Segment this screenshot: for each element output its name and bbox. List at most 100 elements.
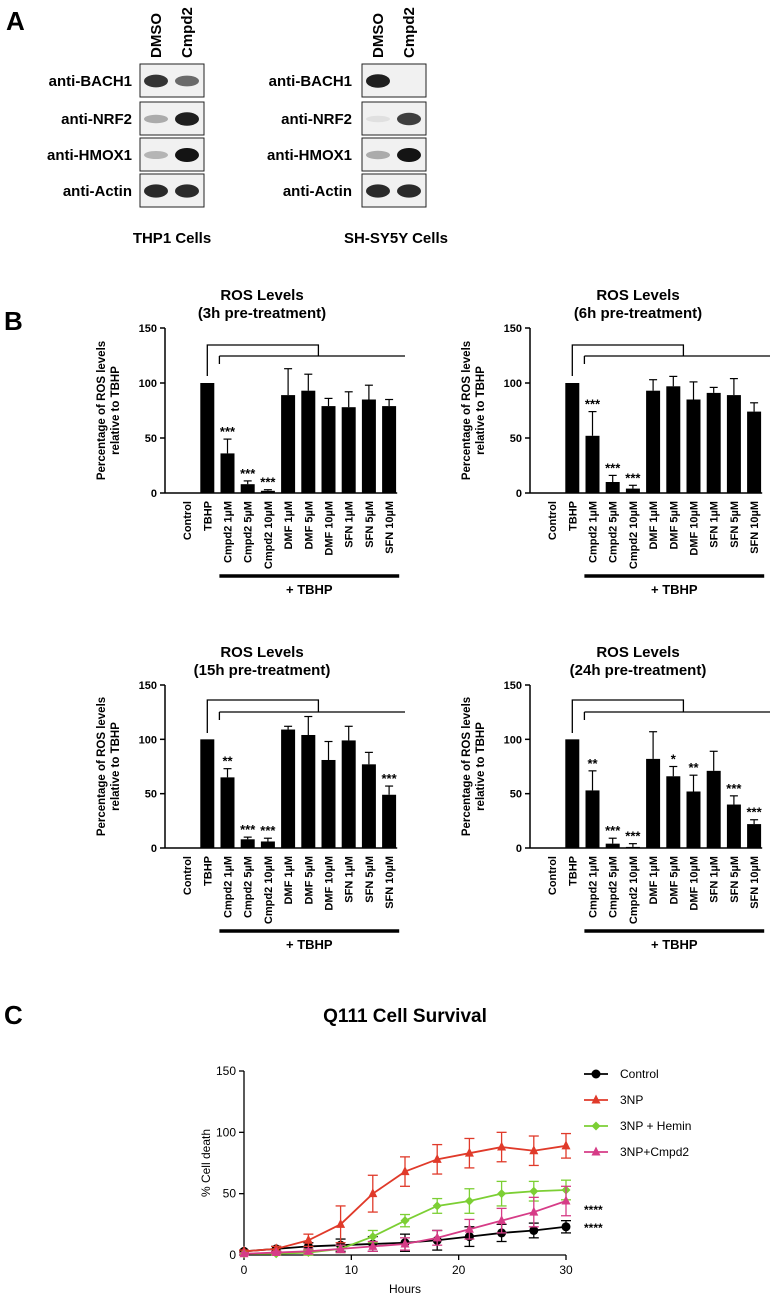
y-tick-label: 100 xyxy=(504,734,522,746)
data-point xyxy=(271,1247,281,1257)
data-point xyxy=(529,1145,539,1155)
category-label: DMF 5µM xyxy=(303,856,315,905)
blot-row-label: anti-HMOX1 xyxy=(267,147,352,164)
y-tick-label: 50 xyxy=(510,433,522,445)
blot-band xyxy=(175,184,199,198)
y-tick-label: 150 xyxy=(139,323,157,335)
data-point xyxy=(529,1206,539,1216)
bar xyxy=(605,843,620,848)
category-label: Cmpd2 10µM xyxy=(628,501,640,569)
significance-mark: *** xyxy=(220,424,236,439)
blot-row-label: anti-HMOX1 xyxy=(47,147,132,164)
y-axis-label: Percentage of ROS levels relative to TBHP xyxy=(461,341,487,480)
category-label: SFN 10µM xyxy=(384,501,396,554)
data-point xyxy=(529,1186,539,1196)
blot-band xyxy=(175,148,199,162)
legend-label: 3NP+Cmpd2 xyxy=(620,1145,689,1159)
bar xyxy=(240,484,255,493)
category-label: DMF 1µM xyxy=(283,856,295,905)
data-point xyxy=(368,1240,378,1250)
y-tick-label: 50 xyxy=(145,789,157,801)
panel-label-c: C xyxy=(4,1000,23,1030)
treatment-group-label: + TBHP xyxy=(651,582,698,597)
category-label: Cmpd2 5µM xyxy=(243,501,255,563)
bar xyxy=(686,791,701,848)
bar xyxy=(341,740,356,848)
significance-mark: *** xyxy=(260,475,276,490)
blot-caption: THP1 Cells xyxy=(133,230,211,247)
x-axis-label: Hours xyxy=(389,1282,421,1296)
bar xyxy=(200,383,215,493)
western-blot-panel: DMSO Cmpd2 anti-BACH1 anti-NRF2 anti-HMOX1 an… xyxy=(47,7,448,247)
y-axis-label-line: relative to TBHP xyxy=(475,722,487,811)
y-tick-label: 50 xyxy=(145,433,157,445)
blot-row-label: anti-BACH1 xyxy=(269,73,352,90)
y-tick-label: 50 xyxy=(223,1187,237,1201)
category-label: Cmpd2 1µM xyxy=(588,501,600,563)
data-point xyxy=(368,1188,378,1198)
lane-label: DMSO xyxy=(148,13,165,58)
category-label: Control xyxy=(182,501,194,540)
comparison-bracket xyxy=(206,344,320,376)
y-tick-label: 0 xyxy=(229,1248,236,1262)
bar xyxy=(686,399,701,493)
chart-title: ROS Levels xyxy=(596,287,679,304)
data-point xyxy=(464,1147,474,1157)
cell-survival-chart: Q111 Cell Survival 0 50 100 150 0 10 20 30 Hours%… xyxy=(199,1006,691,1296)
bar-chart-4: ROS Levels(24h pre-treatment) 0 50 100 150 Pe… xyxy=(461,644,770,952)
bar xyxy=(646,390,661,493)
blot-row-label: anti-NRF2 xyxy=(281,111,352,128)
category-label: Cmpd2 10µM xyxy=(628,856,640,924)
treatment-group-label: + TBHP xyxy=(286,582,333,597)
y-tick-label: 150 xyxy=(216,1064,236,1078)
blot-band xyxy=(397,112,421,126)
bar xyxy=(361,399,376,493)
comparison-bracket xyxy=(206,699,320,733)
bar xyxy=(260,841,275,848)
bar xyxy=(301,734,316,848)
category-label: SFN 5µM xyxy=(364,501,376,548)
bar xyxy=(625,488,640,493)
blot-band xyxy=(144,151,168,159)
chart-subtitle: (15h pre-treatment) xyxy=(194,662,331,679)
data-point xyxy=(529,1225,539,1235)
category-label: SFN 5µM xyxy=(729,501,741,548)
bar xyxy=(301,390,316,493)
y-tick-label: 0 xyxy=(516,843,522,855)
bar xyxy=(565,739,580,848)
y-axis-label: Percentage of ROS levels relative to TBHP xyxy=(96,341,122,480)
category-label: DMF 1µM xyxy=(648,856,660,905)
y-tick-label: 0 xyxy=(151,488,157,500)
data-point xyxy=(400,1238,410,1248)
y-axis-label: Percentage of ROS levels relative to TBHP xyxy=(461,697,487,836)
data-point xyxy=(400,1166,410,1176)
blot-band xyxy=(397,148,421,162)
bar-chart-3: ROS Levels(15h pre-treatment) 0 50 100 150 Pe… xyxy=(96,644,405,952)
blot-band xyxy=(366,150,390,160)
blot-row-label: anti-Actin xyxy=(283,183,352,200)
significance-mark: *** xyxy=(382,771,398,786)
y-axis-label-line: relative to TBHP xyxy=(110,366,122,455)
blot-row-label: anti-NRF2 xyxy=(61,111,132,128)
bar xyxy=(585,435,600,493)
legend-label: Control xyxy=(620,1067,659,1081)
data-point xyxy=(591,1094,601,1104)
series-4 xyxy=(239,1185,571,1258)
data-point xyxy=(591,1146,601,1156)
bar xyxy=(666,776,681,848)
chart-title: ROS Levels xyxy=(220,644,303,661)
category-label: TBHP xyxy=(202,501,214,531)
significance-mark: ** xyxy=(587,756,598,771)
y-tick-label: 100 xyxy=(139,378,157,390)
blot-band xyxy=(144,74,168,88)
data-point xyxy=(591,1121,601,1131)
blot-row-label: anti-BACH1 xyxy=(49,73,132,90)
significance-mark: *** xyxy=(605,460,621,475)
bar xyxy=(646,758,661,848)
significance-annotation: **** xyxy=(584,1221,603,1235)
data-point xyxy=(400,1216,410,1226)
y-tick-label: 100 xyxy=(216,1125,236,1139)
comparison-bracket xyxy=(571,344,685,376)
y-tick-label: 50 xyxy=(510,789,522,801)
x-tick-label: 0 xyxy=(241,1263,248,1277)
